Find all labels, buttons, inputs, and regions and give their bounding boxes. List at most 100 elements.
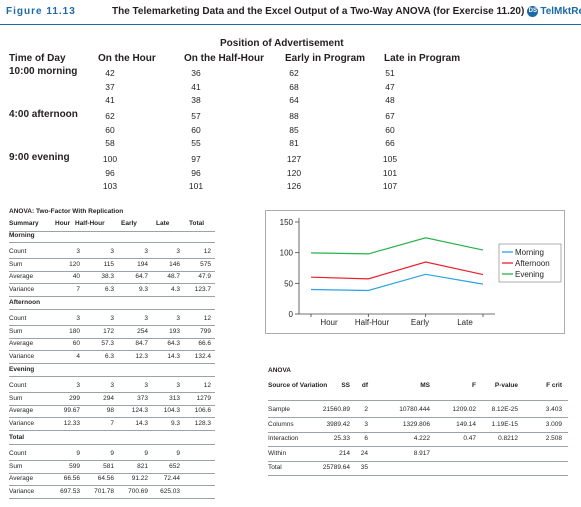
anova-value: 25.33 bbox=[333, 435, 350, 442]
y-tick-label: 150 bbox=[280, 218, 294, 227]
summary-value: 72.44 bbox=[163, 475, 180, 482]
summary-value: 697.53 bbox=[60, 487, 80, 495]
summary-row-rule bbox=[9, 392, 215, 393]
anova-value: 1329.806 bbox=[402, 420, 430, 428]
summary-value: 64.7 bbox=[135, 273, 148, 280]
anova-row-label: Columns bbox=[268, 420, 294, 428]
series-line-evening bbox=[310, 237, 484, 255]
data-cell: 41 bbox=[191, 81, 201, 92]
summary-value: 66.56 bbox=[63, 475, 80, 482]
summary-value: 821 bbox=[137, 462, 148, 470]
summary-value: 64.56 bbox=[97, 475, 114, 482]
summary-value: 3 bbox=[144, 315, 148, 322]
summary-value: 3 bbox=[76, 315, 80, 322]
x-tick-label: Early bbox=[411, 318, 429, 327]
summary-row-rule bbox=[9, 258, 215, 259]
anova-value: 25789.64 bbox=[322, 464, 350, 471]
summary-value: 9 bbox=[144, 450, 148, 457]
anova-value: 2.508 bbox=[545, 435, 562, 442]
summary-value: 193 bbox=[169, 327, 180, 335]
data-cell: 60 bbox=[385, 124, 395, 135]
summary-value: 9.3 bbox=[138, 285, 148, 293]
figure-title: The Telemarketing Data and the Excel Out… bbox=[112, 6, 581, 17]
summary-row-label: Variance bbox=[9, 285, 35, 293]
summary-row-label: Average bbox=[9, 475, 34, 482]
summary-value: 6.3 bbox=[104, 352, 114, 360]
summary-value: 299 bbox=[69, 394, 80, 402]
anova-title: ANOVA bbox=[268, 367, 291, 374]
y-tick-label: 100 bbox=[280, 249, 294, 258]
data-cell: 48 bbox=[385, 95, 395, 105]
data-cell: 55 bbox=[191, 138, 201, 148]
summary-value: 104.3 bbox=[163, 407, 180, 414]
summary-header: Summary bbox=[9, 220, 39, 227]
summary-header: Half-Hour bbox=[75, 220, 105, 227]
summary-value: 12 bbox=[203, 315, 211, 322]
anova-value: 214 bbox=[339, 449, 350, 457]
data-cell: 66 bbox=[385, 138, 395, 148]
summary-value: 625.03 bbox=[160, 487, 180, 495]
summary-value: 373 bbox=[137, 394, 148, 402]
summary-value: 12 bbox=[203, 382, 211, 389]
data-cell: 51 bbox=[385, 68, 395, 78]
anova-value: 4.222 bbox=[413, 435, 430, 442]
summary-value: 3 bbox=[176, 315, 180, 322]
data-cell: 60 bbox=[191, 124, 201, 135]
summary-value: 3 bbox=[110, 248, 114, 255]
data-cell: 105 bbox=[382, 154, 398, 164]
summary-row-label: Count bbox=[9, 382, 27, 389]
anova-row-label: Total bbox=[268, 464, 282, 471]
series-line-afternoon bbox=[310, 261, 484, 280]
summary-value: 99.67 bbox=[63, 407, 80, 414]
summary-header: Early bbox=[121, 220, 137, 227]
series-line-morning bbox=[310, 273, 484, 292]
anova-row-label: Within bbox=[268, 449, 287, 457]
summary-value: 47.9 bbox=[198, 273, 211, 280]
summary-section-label: Total bbox=[9, 434, 25, 441]
summary-value: 581 bbox=[103, 462, 114, 470]
summary-row-rule bbox=[9, 417, 215, 418]
summary-value: 84.7 bbox=[135, 340, 148, 347]
summary-section-rule bbox=[9, 444, 215, 445]
anova-value: 1209.02 bbox=[452, 406, 477, 413]
anova-row-rule bbox=[268, 431, 568, 433]
summary-value: 132.4 bbox=[194, 352, 211, 360]
summary-value: 4 bbox=[76, 352, 80, 360]
summary-row-rule bbox=[9, 350, 215, 351]
summary-value: 3 bbox=[76, 382, 80, 389]
summary-header: Total bbox=[189, 220, 205, 227]
time-of-day-header: Time of Day bbox=[9, 53, 66, 64]
summary-value: 38.3 bbox=[101, 273, 114, 280]
time-of-day-label: 9:00 evening bbox=[9, 152, 70, 163]
anova-value: 0.47 bbox=[463, 435, 476, 442]
anova-value: 0.8212 bbox=[498, 435, 518, 442]
summary-row-label: Count bbox=[9, 450, 27, 457]
anova-value: 149.14 bbox=[456, 420, 476, 428]
time-of-day-label: 10:00 morning bbox=[9, 66, 78, 77]
summary-value: 1279 bbox=[196, 394, 211, 402]
summary-value: 3 bbox=[110, 382, 114, 389]
figure-title-text: The Telemarketing Data and the Excel Out… bbox=[112, 6, 525, 18]
summary-value: 40 bbox=[72, 273, 80, 280]
summary-value: 575 bbox=[200, 260, 211, 268]
summary-value: 3 bbox=[176, 382, 180, 389]
legend-label: Morning bbox=[515, 248, 544, 257]
summary-header: Late bbox=[156, 220, 170, 227]
data-cell: 67 bbox=[385, 111, 395, 121]
summary-row-rule bbox=[9, 485, 215, 486]
summary-value: 146 bbox=[169, 260, 180, 268]
summary-value: 124.3 bbox=[131, 407, 148, 414]
legend-label: Evening bbox=[515, 270, 544, 279]
summary-value: 701.78 bbox=[94, 487, 114, 495]
x-tick-label: Half-Hour bbox=[355, 318, 390, 327]
summary-value: 3 bbox=[110, 315, 114, 322]
data-cell: 60 bbox=[105, 124, 115, 135]
summary-row-rule bbox=[9, 270, 215, 272]
data-cell: 127 bbox=[286, 154, 302, 164]
position-super-header: Position of Advertisement bbox=[220, 38, 344, 49]
summary-row-label: Variance bbox=[9, 487, 35, 495]
summary-row-rule bbox=[9, 472, 215, 474]
data-cell: 96 bbox=[191, 167, 201, 178]
x-tick-label: Late bbox=[457, 318, 473, 327]
anova-header: df bbox=[361, 382, 368, 389]
